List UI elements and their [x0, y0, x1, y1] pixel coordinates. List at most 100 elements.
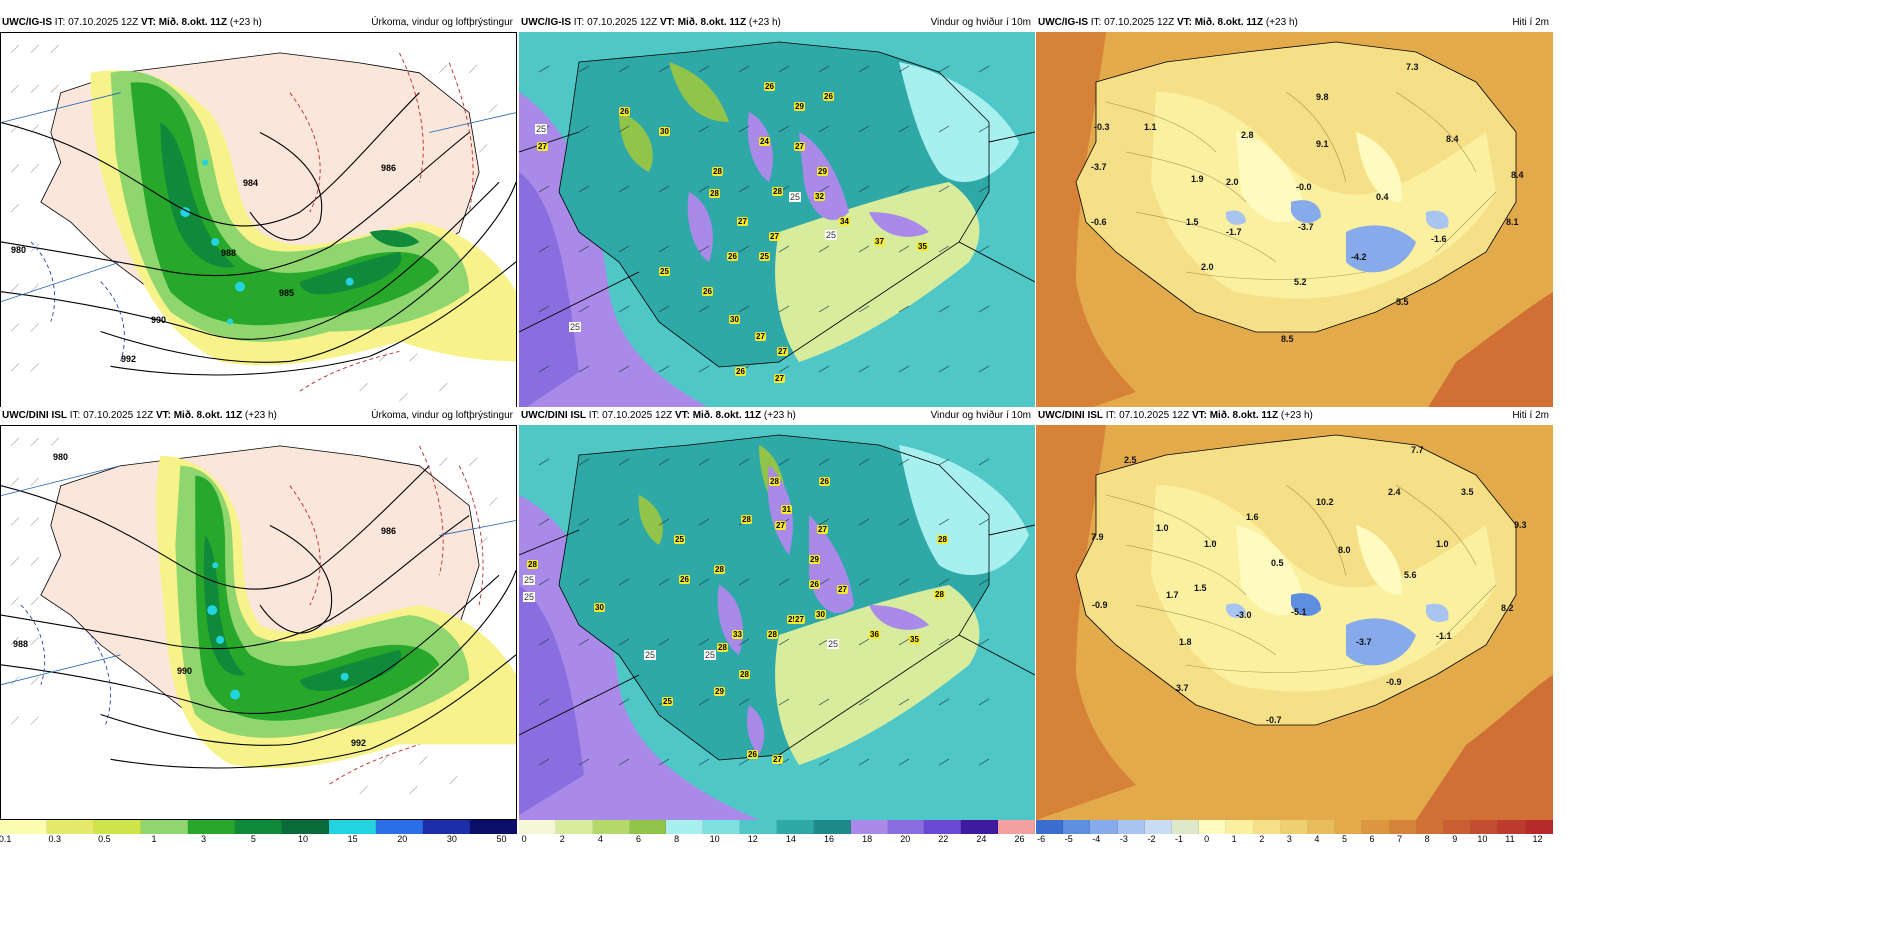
temperature-label: 2.5 [1124, 455, 1137, 465]
panel-wind-dini: UWC/DINI ISL IT: 07.10.2025 12Z VT: Mið.… [519, 407, 1036, 849]
colorbar-swatch [188, 820, 235, 834]
isobar-label: 985 [279, 288, 295, 298]
colorbar-swatch [1172, 820, 1200, 834]
colorbar-tick-label: 20 [397, 834, 408, 844]
colorbar-tick-label: 14 [785, 834, 796, 844]
temperature-label: 1.6 [1246, 512, 1259, 522]
gust-label: 29 [817, 167, 828, 176]
precip-colorbar [0, 820, 517, 834]
colorbar-tick-label: 10 [1477, 834, 1488, 844]
temperature-label: -3.7 [1091, 162, 1107, 172]
colorbar-tick-label: 12 [747, 834, 758, 844]
colorbar-tick-label: -2 [1147, 834, 1156, 844]
temperature-label: -3.7 [1356, 637, 1372, 647]
temperature-label: -0.7 [1266, 715, 1282, 725]
colorbar-tick-label: 24 [976, 834, 987, 844]
colorbar-tick-label: 1 [1231, 834, 1237, 844]
gust-label: 28 [714, 565, 725, 574]
valid-time: VT: Mið. 8.okt. 11Z [1176, 17, 1264, 28]
colorbar-swatch [1226, 820, 1254, 834]
gust-label: 24 [759, 137, 770, 146]
wind-colorbar [519, 820, 1036, 834]
colorbar-swatch [1117, 820, 1145, 834]
model-name: UWC/DINI ISL [1038, 410, 1103, 421]
temperature-label: -0.0 [1296, 182, 1312, 192]
isobar-label: 990 [151, 315, 167, 325]
panel-temp-igis: UWC/IG-IS IT: 07.10.2025 12Z VT: Mið. 8.… [1036, 14, 1553, 456]
wind-map: 26 26 29 26 27 30 24 27 28 28 29 28 32 34 27 27 25 26 25 37… [519, 32, 1035, 427]
valid-time: VT: Mið. 8.okt. 11Z [140, 17, 228, 28]
colorbar-tick-label: 8 [1424, 834, 1430, 844]
colorbar-tick-label: 3 [201, 834, 207, 844]
gust-contour-label: 25 [569, 322, 582, 332]
gust-label: 28 [767, 630, 778, 639]
gust-label: 26 [819, 477, 830, 486]
gust-label: 29 [714, 687, 725, 696]
gust-label: 29 [794, 102, 805, 111]
panel-temp-dini: UWC/DINI ISL IT: 07.10.2025 12Z VT: Mið.… [1036, 407, 1553, 849]
temp-colorbar-ticks: -6 -5 -4 -3 -2 -1 0 1 2 3 4 5 6 7 8 9 10 11 12 [1036, 834, 1553, 846]
gust-label: 25 [787, 615, 798, 624]
colorbar-swatch [777, 820, 814, 834]
model-name: UWC/IG-IS [1038, 17, 1088, 28]
gust-contour-label: 25 [644, 650, 657, 660]
colorbar-swatch [740, 820, 778, 834]
temperature-label: 1.5 [1186, 217, 1199, 227]
colorbar-swatch [1144, 820, 1173, 834]
colorbar-tick-label: 16 [823, 834, 834, 844]
colorbar-tick-label: 15 [347, 834, 358, 844]
colorbar-swatch [282, 820, 329, 834]
colorbar-swatch [235, 820, 282, 834]
temperature-label: 7.9 [1091, 532, 1104, 542]
temperature-label: 7.7 [1411, 445, 1424, 455]
temperature-label: 8.5 [1281, 334, 1294, 344]
colorbar-tick-label: 4 [597, 834, 603, 844]
isobar-label: 984 [243, 178, 259, 188]
colorbar-tick-label: 10 [297, 834, 308, 844]
gust-label: 30 [594, 603, 605, 612]
colorbar-tick-label: 0 [521, 834, 527, 844]
panel-title: Vindur og hviður í 10m [930, 410, 1031, 421]
temperature-label: -1.7 [1226, 227, 1242, 237]
valid-time: VT: Mið. 8.okt. 11Z [674, 410, 762, 421]
colorbar-swatch [998, 820, 1036, 834]
gust-label: 25 [659, 267, 670, 276]
panel-header: UWC/IG-IS IT: 07.10.2025 12Z VT: Mið. 8.… [519, 14, 1035, 32]
gust-label: 27 [737, 217, 748, 226]
colorbar-swatch [1280, 820, 1309, 834]
colorbar-swatch [703, 820, 741, 834]
temperature-label: 8.0 [1338, 545, 1351, 555]
panel-precip-dini: UWC/DINI ISL IT: 07.10.2025 12Z VT: Mið.… [0, 407, 517, 849]
colorbar-tick-label: 6 [1369, 834, 1375, 844]
gust-contour-label: 25 [789, 192, 802, 202]
temp-map: 7.3 9.8 -0.3 1.1 2.8 9.1 8.4 -3.7 1.9 2.0 -0.0 8.4 0… [1036, 32, 1553, 427]
wind-colorbar-ticks: 0 2 4 6 8 10 12 14 16 18 20 22 24 26 [519, 834, 1035, 846]
temp-colorbar [1036, 820, 1553, 834]
gust-label: 25 [759, 252, 770, 261]
temperature-label: -0.9 [1092, 600, 1108, 610]
panel-title: Hiti í 2m [1512, 17, 1549, 28]
colorbar-swatch [961, 820, 999, 834]
temperature-label: 1.9 [1191, 174, 1204, 184]
precip-map: 980 984 986 988 990 992 985 [0, 32, 517, 427]
colorbar-tick-label: 5 [1341, 834, 1347, 844]
init-time: IT: 07.10.2025 12Z [586, 410, 675, 421]
temperature-label: 2.4 [1388, 487, 1401, 497]
colorbar-tick-label: 4 [1314, 834, 1320, 844]
colorbar-tick-label: -5 [1064, 834, 1073, 844]
valid-time: VT: Mið. 8.okt. 11Z [155, 410, 243, 421]
init-time: IT: 07.10.2025 12Z [1088, 17, 1177, 28]
panel-title: Hiti í 2m [1512, 410, 1549, 421]
gust-contour-label: 25 [827, 639, 840, 649]
colorbar-tick-label: 3 [1286, 834, 1292, 844]
wind-map: 28 26 31 28 27 27 29 25 28 26 28 27 26 30 25 33 28 28 27 36… [519, 425, 1035, 820]
colorbar-swatch [1416, 820, 1445, 834]
colorbar-tick-label: 22 [938, 834, 949, 844]
lead-time: (+23 h) [242, 410, 277, 421]
panel-header: UWC/DINI ISL IT: 07.10.2025 12Z VT: Mið.… [0, 407, 517, 425]
temperature-label: 0.4 [1376, 192, 1389, 202]
colorbar-tick-label: 0.1 [0, 834, 12, 844]
precip-map: 980 986 988 990 992 [0, 425, 517, 820]
colorbar-tick-label: 0 [1204, 834, 1210, 844]
colorbar-swatch [1308, 820, 1336, 834]
